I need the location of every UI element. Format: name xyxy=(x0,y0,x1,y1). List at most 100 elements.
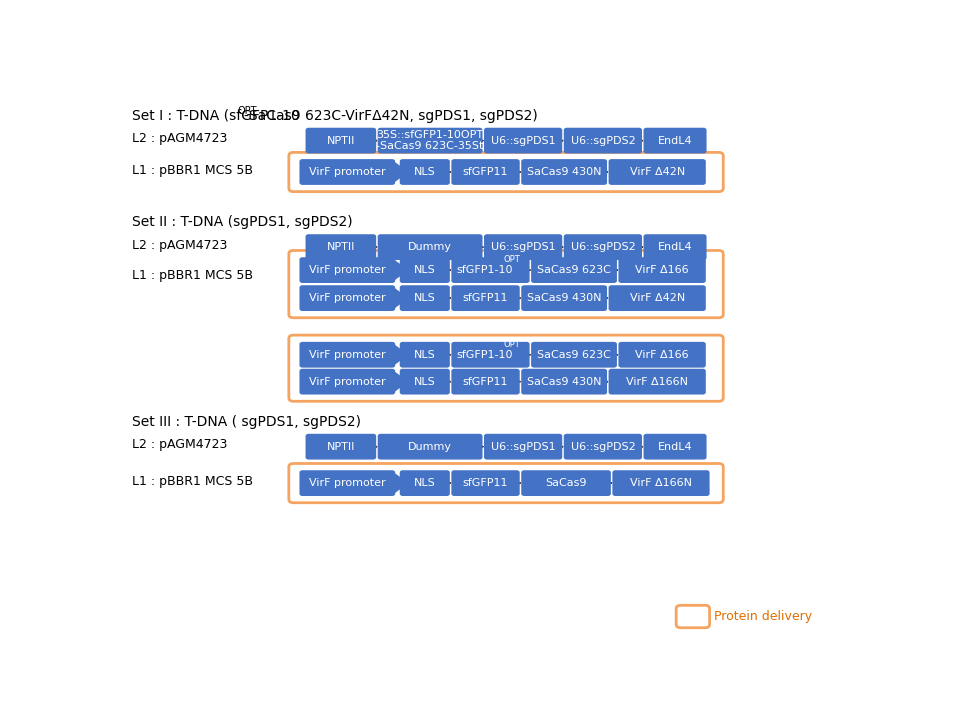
FancyBboxPatch shape xyxy=(564,234,642,260)
Text: NPTII: NPTII xyxy=(326,242,355,252)
Text: L2 : pAGM4723: L2 : pAGM4723 xyxy=(131,132,227,146)
FancyBboxPatch shape xyxy=(300,257,395,283)
Text: VirF promoter: VirF promoter xyxy=(309,478,385,488)
Text: Protein delivery: Protein delivery xyxy=(714,610,812,623)
Text: VirF promoter: VirF promoter xyxy=(309,265,385,275)
FancyBboxPatch shape xyxy=(300,159,395,185)
Text: L1 : pBBR1 MCS 5B: L1 : pBBR1 MCS 5B xyxy=(131,475,253,488)
FancyBboxPatch shape xyxy=(400,257,450,283)
Text: NLS: NLS xyxy=(414,478,436,488)
Text: VirF Δ166: VirF Δ166 xyxy=(635,349,689,360)
Text: Set III : T-DNA ( sgPDS1, sgPDS2): Set III : T-DNA ( sgPDS1, sgPDS2) xyxy=(131,415,361,430)
FancyBboxPatch shape xyxy=(300,470,395,496)
Text: -SaCas9 623C-VirFΔ42N, sgPDS1, sgPDS2): -SaCas9 623C-VirFΔ42N, sgPDS1, sgPDS2) xyxy=(244,108,538,122)
Text: NPTII: NPTII xyxy=(326,442,355,451)
Text: SaCas9 430N: SaCas9 430N xyxy=(527,167,602,177)
Text: OPT: OPT xyxy=(504,256,520,264)
Text: Dummy: Dummy xyxy=(408,442,452,451)
Text: sfGFP11: sfGFP11 xyxy=(463,167,509,177)
Text: NLS: NLS xyxy=(414,349,436,360)
FancyBboxPatch shape xyxy=(452,285,519,311)
FancyBboxPatch shape xyxy=(521,470,611,496)
Text: EndL4: EndL4 xyxy=(658,135,692,146)
FancyBboxPatch shape xyxy=(521,285,607,311)
Text: or: or xyxy=(495,345,510,360)
FancyBboxPatch shape xyxy=(300,342,395,368)
FancyBboxPatch shape xyxy=(521,159,607,185)
FancyBboxPatch shape xyxy=(400,342,450,368)
Text: sfGFP1-10: sfGFP1-10 xyxy=(456,349,513,360)
FancyBboxPatch shape xyxy=(644,434,707,459)
Text: VirF Δ166: VirF Δ166 xyxy=(635,265,689,275)
FancyBboxPatch shape xyxy=(400,470,450,496)
Polygon shape xyxy=(392,344,407,366)
FancyBboxPatch shape xyxy=(306,234,376,260)
Text: VirF Δ166N: VirF Δ166N xyxy=(630,478,692,488)
Text: NLS: NLS xyxy=(414,265,436,275)
FancyBboxPatch shape xyxy=(377,234,482,260)
FancyBboxPatch shape xyxy=(400,159,450,185)
Text: VirF promoter: VirF promoter xyxy=(309,293,385,303)
FancyBboxPatch shape xyxy=(377,434,482,459)
Text: U6::sgPDS2: U6::sgPDS2 xyxy=(570,242,635,252)
Polygon shape xyxy=(392,287,407,309)
FancyBboxPatch shape xyxy=(612,470,710,496)
Text: L1 : pBBR1 MCS 5B: L1 : pBBR1 MCS 5B xyxy=(131,164,253,177)
Text: U6::sgPDS2: U6::sgPDS2 xyxy=(570,442,635,451)
Text: OPT: OPT xyxy=(504,340,520,349)
Text: NLS: NLS xyxy=(414,376,436,387)
Text: NLS: NLS xyxy=(414,293,436,303)
Text: OPT: OPT xyxy=(237,106,257,116)
FancyBboxPatch shape xyxy=(644,127,707,154)
FancyBboxPatch shape xyxy=(531,257,617,283)
Text: U6::sgPDS1: U6::sgPDS1 xyxy=(491,135,556,146)
Polygon shape xyxy=(392,371,407,393)
FancyBboxPatch shape xyxy=(452,257,529,283)
Text: SaCas9 623C: SaCas9 623C xyxy=(537,349,611,360)
Text: Set I : T-DNA (sfGFP1-10: Set I : T-DNA (sfGFP1-10 xyxy=(131,108,299,122)
Text: Set II : T-DNA (sgPDS1, sgPDS2): Set II : T-DNA (sgPDS1, sgPDS2) xyxy=(131,215,352,229)
Text: 35S::sfGFP1-10OPT
-SaCas9 623C-35St: 35S::sfGFP1-10OPT -SaCas9 623C-35St xyxy=(376,130,484,151)
FancyBboxPatch shape xyxy=(564,127,642,154)
Polygon shape xyxy=(392,161,407,183)
Text: L1 : pBBR1 MCS 5B: L1 : pBBR1 MCS 5B xyxy=(131,269,253,282)
Text: L2 : pAGM4723: L2 : pAGM4723 xyxy=(131,239,227,252)
Text: U6::sgPDS1: U6::sgPDS1 xyxy=(491,442,556,451)
Text: VirF Δ42N: VirF Δ42N xyxy=(629,167,685,177)
Text: sfGFP11: sfGFP11 xyxy=(463,376,509,387)
Polygon shape xyxy=(392,472,407,494)
FancyBboxPatch shape xyxy=(609,159,706,185)
Text: SaCas9 430N: SaCas9 430N xyxy=(527,376,602,387)
FancyBboxPatch shape xyxy=(644,234,707,260)
FancyBboxPatch shape xyxy=(484,234,563,260)
FancyBboxPatch shape xyxy=(609,369,706,395)
Text: EndL4: EndL4 xyxy=(658,442,692,451)
Text: NPTII: NPTII xyxy=(326,135,355,146)
Text: Dummy: Dummy xyxy=(408,242,452,252)
Text: SaCas9 430N: SaCas9 430N xyxy=(527,293,602,303)
FancyBboxPatch shape xyxy=(452,159,519,185)
FancyBboxPatch shape xyxy=(306,434,376,459)
FancyBboxPatch shape xyxy=(400,285,450,311)
FancyBboxPatch shape xyxy=(300,285,395,311)
FancyBboxPatch shape xyxy=(300,369,395,395)
FancyBboxPatch shape xyxy=(484,434,563,459)
Text: sfGFP1-10: sfGFP1-10 xyxy=(456,265,513,275)
FancyBboxPatch shape xyxy=(400,369,450,395)
Text: sfGFP11: sfGFP11 xyxy=(463,293,509,303)
FancyBboxPatch shape xyxy=(531,342,617,368)
Text: U6::sgPDS1: U6::sgPDS1 xyxy=(491,242,556,252)
Text: NLS: NLS xyxy=(414,167,436,177)
Text: U6::sgPDS2: U6::sgPDS2 xyxy=(570,135,635,146)
FancyBboxPatch shape xyxy=(452,342,529,368)
FancyBboxPatch shape xyxy=(618,342,706,368)
Polygon shape xyxy=(392,259,407,281)
Text: VirF Δ166N: VirF Δ166N xyxy=(626,376,688,387)
FancyBboxPatch shape xyxy=(521,369,607,395)
Text: VirF promoter: VirF promoter xyxy=(309,167,385,177)
Text: sfGFP11: sfGFP11 xyxy=(463,478,509,488)
FancyBboxPatch shape xyxy=(609,285,706,311)
FancyBboxPatch shape xyxy=(618,257,706,283)
FancyBboxPatch shape xyxy=(377,127,482,154)
FancyBboxPatch shape xyxy=(564,434,642,459)
